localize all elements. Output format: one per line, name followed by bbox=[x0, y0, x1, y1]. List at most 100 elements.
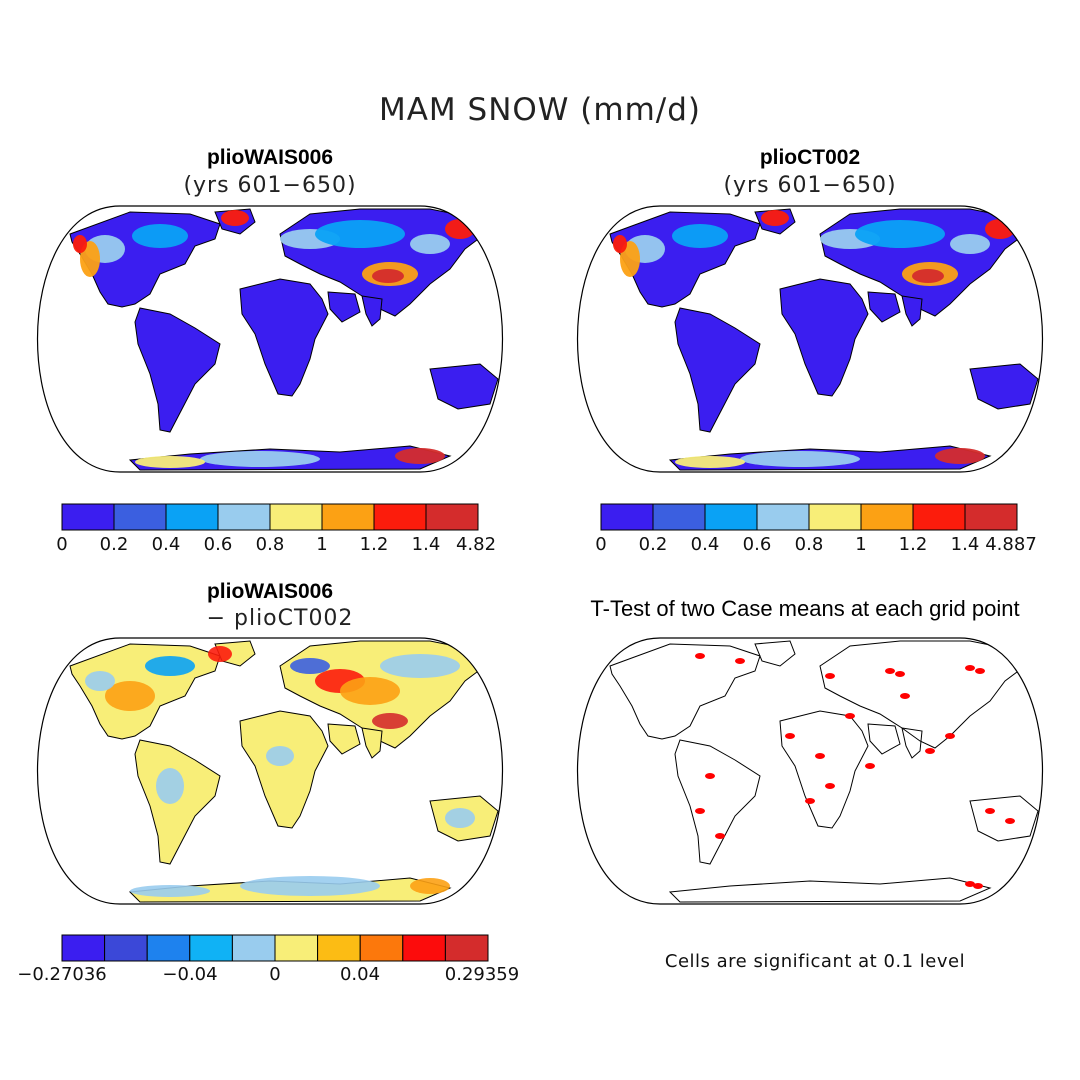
snow-region-3 bbox=[132, 224, 188, 248]
diff-region-9 bbox=[240, 876, 380, 896]
cb3-label-2: 0 bbox=[269, 964, 281, 985]
panel2-map bbox=[550, 204, 1070, 474]
significant-cell-22 bbox=[865, 763, 875, 769]
map-frame bbox=[37, 637, 503, 905]
india-outline bbox=[361, 295, 383, 327]
africa-outline bbox=[779, 278, 869, 397]
south-america-outline bbox=[674, 307, 761, 433]
cb3-label-1: −0.04 bbox=[162, 964, 218, 985]
india-outline bbox=[901, 295, 923, 327]
arabia-outline bbox=[327, 291, 361, 323]
significant-cell-10 bbox=[825, 783, 835, 789]
cb3-label-0: −0.27036 bbox=[17, 964, 107, 985]
australia-outline bbox=[429, 363, 499, 410]
colorbar-swatch-2 bbox=[165, 503, 219, 531]
significant-cell-11 bbox=[805, 798, 815, 804]
colorbar-swatch-5 bbox=[321, 503, 375, 531]
cb2-label-7: 1.4 bbox=[950, 534, 980, 555]
significant-cell-0 bbox=[695, 653, 705, 659]
significant-cell-20 bbox=[973, 883, 983, 889]
cb1-label-1: 0.2 bbox=[99, 534, 129, 555]
cb2-label-3: 0.6 bbox=[742, 534, 772, 555]
colorbar-swatch-7 bbox=[425, 503, 479, 531]
cb2-label-4: 0.8 bbox=[794, 534, 824, 555]
colorbar-swatch-4 bbox=[231, 934, 276, 962]
panel4-title: T-Test of two Case means at each grid po… bbox=[590, 596, 1020, 621]
colorbar-3-labels: −0.27036 −0.04 0 0.04 0.29359 bbox=[17, 964, 519, 986]
diff-region-3 bbox=[208, 646, 232, 662]
africa-outline bbox=[239, 278, 329, 397]
cb1-label-7: 1.4 bbox=[411, 534, 441, 555]
colorbar-swatch-5 bbox=[860, 503, 914, 531]
significant-cell-7 bbox=[900, 693, 910, 699]
cb1-label-5: 1 bbox=[316, 534, 328, 555]
colorbar-swatch-0 bbox=[600, 503, 654, 531]
significant-cell-14 bbox=[715, 833, 725, 839]
cb1-label-2: 0.4 bbox=[151, 534, 181, 555]
map-frame bbox=[577, 205, 1043, 473]
arabia-outline bbox=[867, 291, 901, 323]
cb2-label-6: 1.2 bbox=[898, 534, 928, 555]
africa-outline bbox=[239, 710, 329, 829]
colorbar-swatch-0 bbox=[61, 503, 115, 531]
diff-region-14 bbox=[445, 808, 475, 828]
cb2-label-2: 0.4 bbox=[690, 534, 720, 555]
colorbar-3 bbox=[61, 934, 489, 962]
map-frame bbox=[577, 637, 1043, 905]
colorbar-2-labels: 0 0.2 0.4 0.6 0.8 1 1.2 1.4 4.887 bbox=[595, 534, 1036, 556]
diff-region-11 bbox=[130, 885, 210, 897]
colorbar-1 bbox=[61, 503, 479, 531]
snow-region-6 bbox=[855, 220, 945, 248]
map-frame bbox=[37, 205, 503, 473]
snow-region-2 bbox=[613, 235, 627, 253]
cb1-label-4: 0.8 bbox=[255, 534, 285, 555]
panel3-map bbox=[10, 636, 530, 906]
colorbar-swatch-5 bbox=[274, 934, 319, 962]
significant-cell-19 bbox=[965, 881, 975, 887]
significant-cell-8 bbox=[845, 713, 855, 719]
south-america-outline bbox=[134, 307, 221, 433]
panel1-subtitle: (yrs 601−650) bbox=[183, 173, 357, 198]
snow-region-2 bbox=[73, 235, 87, 253]
india-outline bbox=[361, 727, 383, 759]
colorbar-swatch-0 bbox=[61, 934, 106, 962]
figure-title: MAM SNOW (mm/d) bbox=[378, 92, 702, 128]
significant-cell-6 bbox=[975, 668, 985, 674]
snow-region-6 bbox=[315, 220, 405, 248]
colorbar-swatch-2 bbox=[146, 934, 191, 962]
cb2-label-5: 1 bbox=[855, 534, 867, 555]
diff-region-0 bbox=[105, 681, 155, 711]
colorbar-swatch-9 bbox=[444, 934, 489, 962]
cb2-label-0: 0 bbox=[595, 534, 607, 555]
colorbar-swatch-7 bbox=[359, 934, 404, 962]
colorbar-1-labels: 0 0.2 0.4 0.6 0.8 1 1.2 1.4 4.82 bbox=[56, 534, 496, 556]
significant-cell-12 bbox=[705, 773, 715, 779]
diff-region-12 bbox=[266, 746, 294, 766]
panel1-map bbox=[10, 204, 530, 474]
snow-region-12 bbox=[935, 448, 985, 464]
panel3-subtitle: − plioCT002 bbox=[206, 606, 354, 631]
significant-cell-17 bbox=[925, 748, 935, 754]
colorbar-swatch-2 bbox=[704, 503, 758, 531]
snow-region-10 bbox=[950, 234, 990, 254]
india-outline bbox=[901, 727, 923, 759]
snow-region-4 bbox=[761, 210, 789, 226]
significant-cell-16 bbox=[1005, 818, 1015, 824]
colorbar-swatch-3 bbox=[189, 934, 233, 962]
significant-cell-5 bbox=[965, 665, 975, 671]
diff-region-8 bbox=[372, 713, 408, 729]
significant-cell-3 bbox=[885, 668, 895, 674]
south-america-outline bbox=[134, 739, 221, 865]
cb2-label-1: 0.2 bbox=[638, 534, 668, 555]
colorbar-swatch-7 bbox=[964, 503, 1018, 531]
panel2-subtitle: (yrs 601−650) bbox=[723, 173, 897, 198]
colorbar-swatch-1 bbox=[652, 503, 706, 531]
snow-region-13 bbox=[135, 456, 205, 468]
panel4-map bbox=[550, 636, 1070, 906]
diff-region-7 bbox=[290, 658, 330, 674]
significant-cell-4 bbox=[895, 671, 905, 677]
cb1-label-0: 0 bbox=[56, 534, 68, 555]
land-layer bbox=[69, 208, 499, 471]
map-background bbox=[550, 636, 1070, 906]
north-america-outline bbox=[609, 643, 761, 740]
